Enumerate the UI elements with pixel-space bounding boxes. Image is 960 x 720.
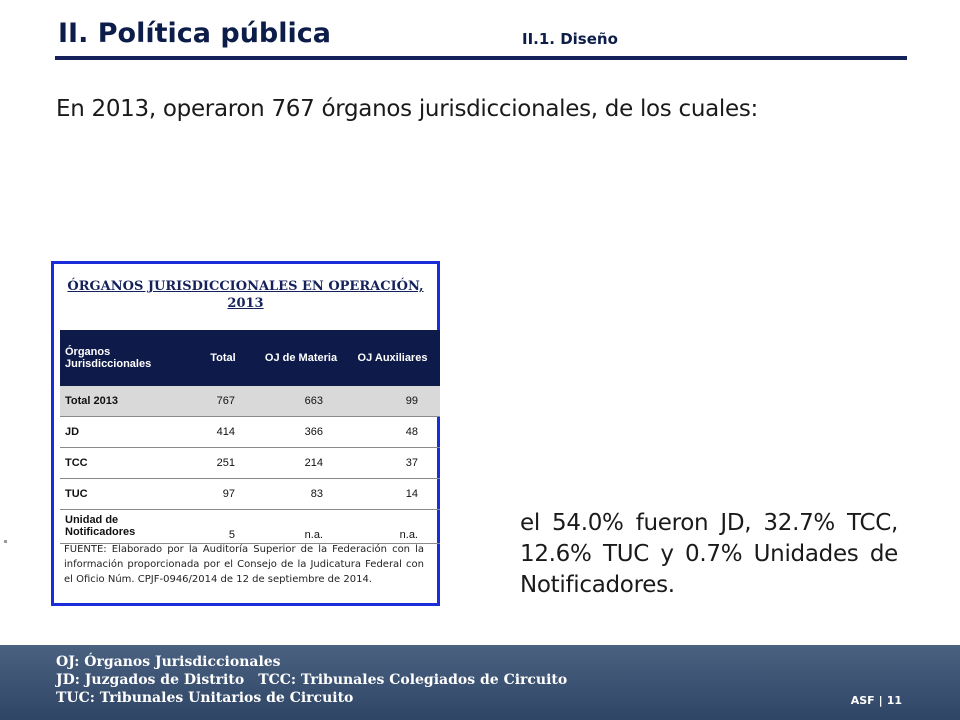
glossary-term: JD: Juzgados de Distrito	[56, 672, 245, 688]
source-note: FUENTE: Elaborado por la Auditoría Super…	[64, 544, 424, 585]
glossary-line: TUC: Tribunales Unitarios de Circuito	[56, 690, 354, 706]
table-cell: 214	[257, 447, 345, 479]
table-row: TUC 97 83 14	[60, 478, 440, 510]
glossary-line: JD: Juzgados de Distrito TCC: Tribunales …	[56, 671, 567, 689]
table-cell: 48	[345, 416, 440, 448]
column-header: OJ de Materia	[257, 330, 345, 386]
page-title: II. Política pública	[58, 18, 331, 49]
table-cell: 767	[189, 386, 257, 417]
column-header: Total	[189, 330, 257, 386]
footer-glossary: OJ: Órganos Jurisdiccionales JD: Juzgado…	[56, 653, 567, 707]
table-cell: Unidad de Notificadores	[60, 509, 189, 544]
table-cell: 414	[189, 416, 257, 448]
table-cell: 99	[345, 386, 440, 417]
table-header-row: Órganos Jurisdiccionales Total OJ de Mat…	[60, 330, 440, 386]
table-card: ÓRGANOS JURISDICCIONALES EN OPERACIÓN, 2…	[51, 261, 440, 606]
footer-bar: OJ: Órganos Jurisdiccionales JD: Juzgado…	[0, 645, 960, 720]
data-table: Órganos Jurisdiccionales Total OJ de Mat…	[60, 330, 440, 544]
lead-text: En 2013, operaron 767 órganos jurisdicci…	[56, 96, 758, 122]
table-cell: 14	[345, 478, 440, 510]
page-indicator: ASF | 11	[851, 694, 902, 707]
table-cell: n.a.	[257, 509, 345, 544]
table-row: TCC 251 214 37	[60, 447, 440, 479]
column-header: Órganos Jurisdiccionales	[60, 330, 189, 386]
table-cell: n.a.	[345, 509, 440, 544]
table-title: ÓRGANOS JURISDICCIONALES EN OPERACIÓN, 2…	[67, 279, 424, 311]
section-label: II.1. Diseño	[522, 30, 618, 48]
table-row: Total 2013 767 663 99	[60, 386, 440, 417]
table-cell: JD	[60, 416, 189, 448]
conclusion-text: el 54.0% fueron JD, 32.7% TCC, 12.6% TUC…	[520, 510, 898, 598]
page-number: 11	[886, 694, 902, 707]
table-cell: 83	[257, 478, 345, 510]
table-row: JD 414 366 48	[60, 416, 440, 448]
org-label: ASF	[850, 694, 875, 707]
separator: |	[878, 694, 883, 707]
header-divider	[55, 56, 907, 60]
table-cell: 663	[257, 386, 345, 417]
column-header: OJ Auxiliares	[345, 330, 440, 386]
table-cell: 366	[257, 416, 345, 448]
decorative-dot	[4, 540, 7, 543]
table-cell: 97	[189, 478, 257, 510]
glossary-line: OJ: Órganos Jurisdiccionales	[56, 654, 281, 670]
table-cell: Total 2013	[60, 386, 189, 417]
table-row: Unidad de Notificadores 5 n.a. n.a.	[60, 509, 440, 544]
table-cell: TCC	[60, 447, 189, 479]
table-cell: 5	[189, 509, 257, 544]
table-cell: TUC	[60, 478, 189, 510]
table-cell: 251	[189, 447, 257, 479]
table-cell: 37	[345, 447, 440, 479]
glossary-term: TCC: Tribunales Colegiados de Circuito	[258, 672, 568, 688]
